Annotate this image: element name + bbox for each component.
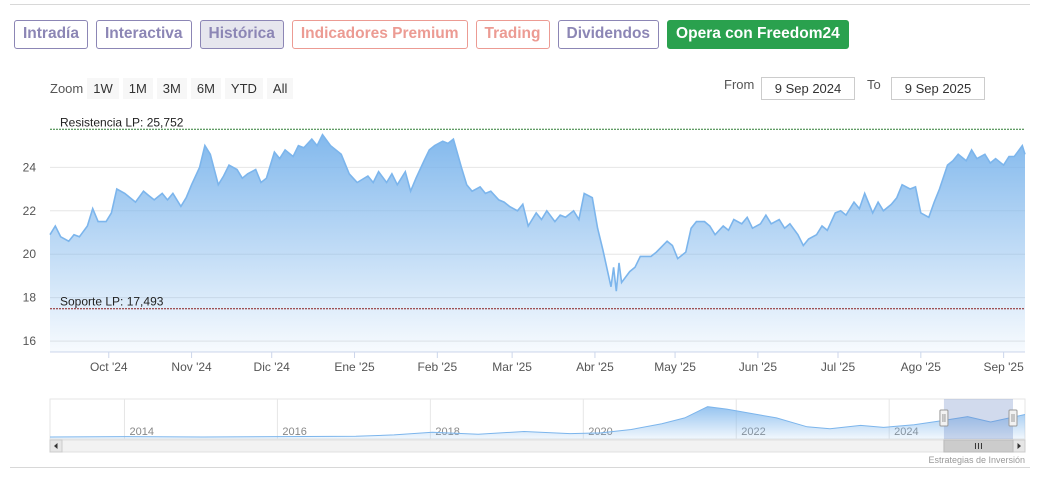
tab-hist-rica[interactable]: Histórica bbox=[199, 20, 284, 49]
navigator-right-handle[interactable] bbox=[1008, 409, 1018, 427]
navigator-selection bbox=[943, 399, 1013, 439]
y-tick-label: 22 bbox=[23, 204, 37, 218]
tab-indicadores-premium[interactable]: Indicadores Premium bbox=[291, 20, 468, 49]
navigator-area bbox=[50, 406, 1025, 439]
y-tick-label: 18 bbox=[23, 291, 37, 305]
x-axis: Oct '24 Nov '24 Dic '24 Ene '25 Feb '25 Mar '… bbox=[90, 352, 1024, 374]
to-date-input[interactable]: 9 Sep 2025 bbox=[891, 77, 985, 100]
x-tick-label: Ene '25 bbox=[334, 360, 375, 374]
x-tick-label: Jun '25 bbox=[739, 360, 778, 374]
tab-intrad-a[interactable]: Intradía bbox=[14, 20, 88, 49]
x-tick-label: Sep '25 bbox=[983, 360, 1024, 374]
y-axis: 16 18 20 22 24 bbox=[23, 160, 37, 348]
tab-interactiva[interactable]: Interactiva bbox=[95, 20, 192, 49]
to-label: To bbox=[867, 77, 881, 92]
zoom-button-1w[interactable]: 1W bbox=[87, 78, 119, 99]
x-tick-label: Ago '25 bbox=[901, 360, 942, 374]
from-date-input[interactable]: 9 Sep 2024 bbox=[761, 77, 855, 100]
tab-opera-con-freedom24[interactable]: Opera con Freedom24 bbox=[667, 20, 849, 49]
support-label: Soporte LP: 17,493 bbox=[60, 295, 164, 309]
navigator-year-label: 2014 bbox=[129, 426, 153, 438]
x-tick-label: Nov '24 bbox=[171, 360, 212, 374]
x-tick-label: Feb '25 bbox=[418, 360, 458, 374]
bottom-divider bbox=[10, 467, 1030, 468]
scrollbar-track[interactable] bbox=[49, 439, 1026, 453]
navigator[interactable]: 201420162018202020222024 bbox=[49, 398, 1026, 453]
resistance-label: Resistencia LP: 25,752 bbox=[60, 115, 184, 129]
navigator-line bbox=[49, 406, 1026, 438]
zoom-button-all[interactable]: All bbox=[266, 78, 294, 99]
navigator-year-label: 2016 bbox=[282, 426, 306, 438]
price-area bbox=[49, 133, 1026, 352]
zoom-button-1m[interactable]: 1M bbox=[122, 78, 153, 99]
y-tick-label: 20 bbox=[23, 247, 37, 261]
price-line bbox=[49, 133, 1026, 292]
x-tick-label: Oct '24 bbox=[90, 360, 128, 374]
x-tick-label: Abr '25 bbox=[576, 360, 614, 374]
top-divider bbox=[10, 4, 1030, 5]
x-tick-label: May '25 bbox=[654, 360, 696, 374]
y-tick-label: 24 bbox=[23, 160, 37, 174]
x-tick-label: Jul '25 bbox=[821, 360, 856, 374]
tab-dividendos[interactable]: Dividendos bbox=[557, 20, 660, 49]
zoom-buttons: 1W 1M 3M 6M YTD All bbox=[87, 78, 297, 99]
zoom-button-ytd[interactable]: YTD bbox=[224, 78, 263, 99]
credits: Estrategias de Inversión bbox=[928, 455, 1025, 465]
zoom-button-3m[interactable]: 3M bbox=[156, 78, 187, 99]
navigator-left-handle[interactable] bbox=[939, 409, 949, 427]
zoom-bar: Zoom 1W 1M 3M 6M YTD All bbox=[50, 78, 297, 99]
chart-tabs: Intradía Interactiva Histórica Indicadores … bbox=[14, 20, 849, 49]
zoom-label: Zoom bbox=[50, 81, 84, 96]
tab-trading[interactable]: Trading bbox=[475, 20, 550, 49]
x-tick-label: Dic '24 bbox=[254, 360, 291, 374]
y-tick-label: 16 bbox=[23, 334, 37, 348]
price-area-fill bbox=[50, 134, 1025, 352]
chevron-left-icon bbox=[54, 443, 58, 449]
zoom-button-6m[interactable]: 6M bbox=[190, 78, 221, 99]
chevron-right-icon bbox=[1017, 443, 1021, 449]
from-label: From bbox=[724, 77, 755, 92]
reference-lines: Resistencia LP: 25,752 Soporte LP: 17,493 bbox=[50, 115, 1025, 310]
x-tick-label: Mar '25 bbox=[492, 360, 532, 374]
